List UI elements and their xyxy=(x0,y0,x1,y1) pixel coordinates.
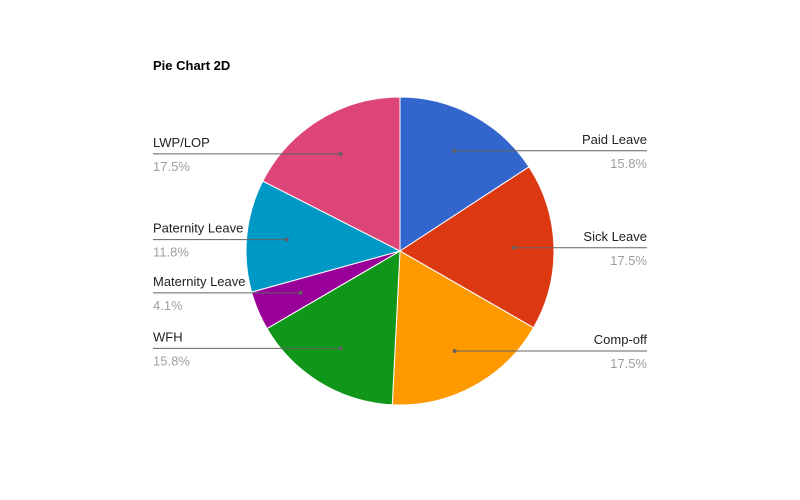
leader-dot xyxy=(298,290,303,295)
slice-percent-label: 15.8% xyxy=(153,353,190,368)
pie-slice[interactable] xyxy=(245,180,402,293)
slice-percent-label: 11.8% xyxy=(153,245,189,260)
slice-label: Paternity Leave xyxy=(153,221,243,236)
slice-percent-label: 4.1% xyxy=(153,298,183,313)
slice-label: LWP/LOP xyxy=(153,135,210,150)
slice-label: Maternity Leave xyxy=(153,274,246,289)
slice-label: Comp-off xyxy=(594,332,648,347)
chart-title: Pie Chart 2D xyxy=(153,58,231,73)
leader-dot xyxy=(284,237,289,242)
pie-slice[interactable] xyxy=(391,250,535,406)
leader-dot xyxy=(511,245,516,250)
pie-slice[interactable] xyxy=(399,96,530,252)
leader-dot xyxy=(338,151,343,156)
slice-label: WFH xyxy=(153,329,183,344)
pie-slice[interactable] xyxy=(399,166,555,329)
leader-dot xyxy=(452,148,457,153)
slice-label: Paid Leave xyxy=(582,132,647,147)
pie-slice[interactable] xyxy=(266,250,401,406)
leader-dot xyxy=(452,349,457,354)
slice-label: Sick Leave xyxy=(583,229,647,244)
slice-percent-label: 17.5% xyxy=(153,159,190,174)
leader-dot xyxy=(338,346,343,351)
pie-slice[interactable] xyxy=(262,96,401,252)
slice-percent-label: 17.5% xyxy=(610,356,647,371)
slice-percent-label: 15.8% xyxy=(610,156,647,171)
slice-percent-label: 17.5% xyxy=(610,253,647,268)
